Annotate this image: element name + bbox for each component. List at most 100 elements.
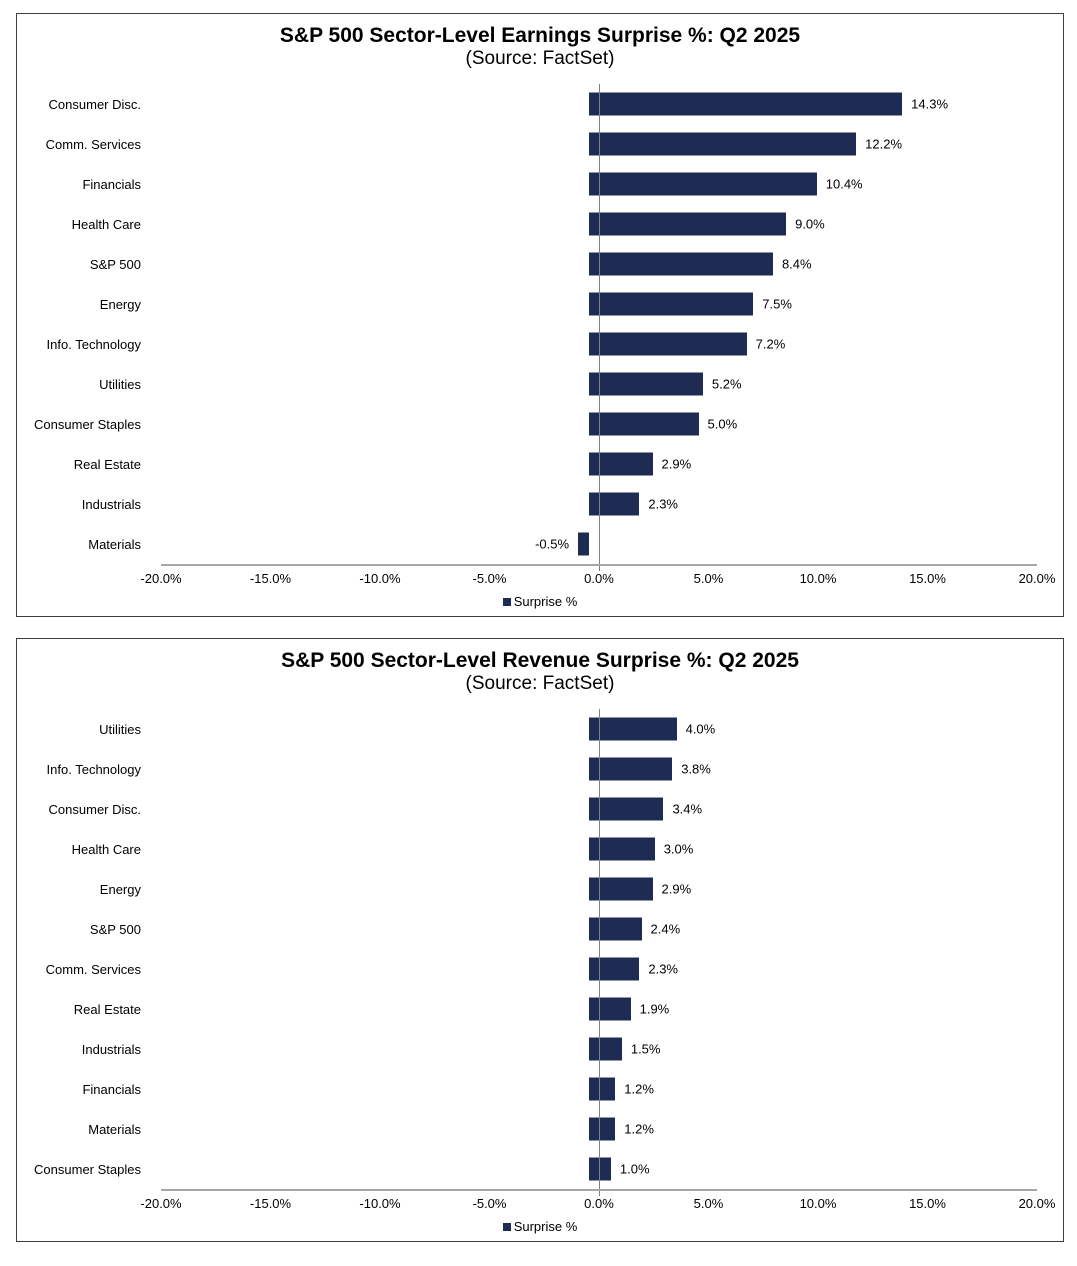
category-label: Energy <box>99 296 141 312</box>
zero-axis-line <box>599 709 600 1189</box>
value-label: 3.4% <box>672 801 703 817</box>
bar <box>589 412 699 436</box>
category-label: Consumer Disc. <box>48 801 141 817</box>
legend-swatch-icon <box>502 597 511 606</box>
bar <box>589 757 673 781</box>
legend-label: Surprise % <box>513 1219 578 1234</box>
x-axis-line <box>161 1189 1037 1196</box>
value-label: 2.9% <box>661 456 692 472</box>
category-label: Materials <box>88 536 141 552</box>
x-axis-tick-label: -10.0% <box>359 571 401 586</box>
bar-track: 1.0% <box>151 1149 1027 1189</box>
x-axis-tick-label: 15.0% <box>909 1196 946 1211</box>
bar <box>589 492 640 516</box>
zero-axis-line <box>599 84 600 564</box>
value-label: 2.3% <box>648 496 678 512</box>
legend: Surprise % <box>17 594 1063 609</box>
category-label: Consumer Disc. <box>48 96 141 112</box>
bar <box>589 252 773 276</box>
bar-row: Energy 2.9% <box>17 869 1063 909</box>
category-label: Health Care <box>71 841 141 857</box>
bar-track: 1.2% <box>151 1069 1027 1109</box>
x-axis-tick-label: -5.0% <box>472 1196 507 1211</box>
x-axis-tick-label: -15.0% <box>249 1196 292 1211</box>
x-axis-tick-label: 20.0% <box>1018 1196 1056 1211</box>
x-axis-tick-label: 0.0% <box>584 1196 614 1211</box>
bar <box>589 332 747 356</box>
bar-track: -0.5% <box>151 524 1027 564</box>
chart-title: S&P 500 Sector-Level Revenue Surprise %:… <box>281 649 799 672</box>
value-label: 5.0% <box>707 416 738 432</box>
category-label: Industrials <box>81 1041 141 1057</box>
bar-row: Industrials 2.3% <box>17 484 1063 524</box>
bar <box>589 717 677 741</box>
bar <box>589 172 817 196</box>
x-axis-tick-label: -5.0% <box>472 571 507 586</box>
bar <box>589 1037 622 1061</box>
value-label: 14.3% <box>911 96 949 112</box>
bar-row: Financials 10.4% <box>17 164 1063 204</box>
bar-row: Materials 1.2% <box>17 1109 1063 1149</box>
bar-track: 1.2% <box>151 1109 1027 1149</box>
chart-subtitle: (Source: FactSet) <box>465 673 615 694</box>
x-axis-tick-label: -20.0% <box>140 1196 182 1211</box>
bar-row: Utilities 4.0% <box>17 709 1063 749</box>
bar-track: 14.3% <box>151 84 1027 124</box>
bar-row: Industrials 1.5% <box>17 1029 1063 1069</box>
bar <box>589 917 642 941</box>
bar-row: Comm. Services 12.2% <box>17 124 1063 164</box>
revenue-surprise-chart-panel: S&P 500 Sector-Level Revenue Surprise %:… <box>16 638 1064 1242</box>
category-label: Info. Technology <box>46 336 141 352</box>
bar-row: Health Care 3.0% <box>17 829 1063 869</box>
zero-tick-mark <box>599 566 600 571</box>
bar-row: Real Estate 2.9% <box>17 444 1063 484</box>
category-label: Info. Technology <box>46 761 141 777</box>
category-label: Real Estate <box>73 1001 141 1017</box>
bar-row: S&P 500 2.4% <box>17 909 1063 949</box>
value-label: -0.5% <box>535 536 570 552</box>
bar-row: Consumer Disc. 14.3% <box>17 84 1063 124</box>
value-label: 1.2% <box>624 1121 654 1137</box>
value-label: 5.2% <box>711 376 742 392</box>
bar-row: Info. Technology 3.8% <box>17 749 1063 789</box>
bar <box>589 797 664 821</box>
bar-track: 5.2% <box>151 364 1027 404</box>
value-label: 2.3% <box>648 961 678 977</box>
bar-track: 7.5% <box>151 284 1027 324</box>
value-label: 2.4% <box>650 921 681 937</box>
value-label: 3.0% <box>663 841 694 857</box>
bar-track: 9.0% <box>151 204 1027 244</box>
x-axis-tick-label: -15.0% <box>249 571 292 586</box>
bar-row: Consumer Disc. 3.4% <box>17 789 1063 829</box>
x-axis-line <box>161 564 1037 571</box>
bar <box>589 837 655 861</box>
value-label: 4.0% <box>685 721 716 737</box>
bar-track: 3.4% <box>151 789 1027 829</box>
category-label: Industrials <box>81 496 141 512</box>
bar-row: Health Care 9.0% <box>17 204 1063 244</box>
x-axis-tick-label: 10.0% <box>799 571 837 586</box>
value-label: 7.5% <box>762 296 792 312</box>
bar-track: 2.4% <box>151 909 1027 949</box>
bar <box>589 957 640 981</box>
category-label: Health Care <box>71 216 141 232</box>
bar-row: Energy 7.5% <box>17 284 1063 324</box>
value-label: 1.2% <box>624 1081 654 1097</box>
x-axis-tick-label: 10.0% <box>799 1196 837 1211</box>
bar-track: 2.9% <box>151 444 1027 484</box>
x-axis-tick-label: 0.0% <box>584 571 614 586</box>
bar-row: Real Estate 1.9% <box>17 989 1063 1029</box>
bar <box>589 372 703 396</box>
earnings-surprise-chart-panel: S&P 500 Sector-Level Earnings Surprise %… <box>16 13 1064 617</box>
value-label: 1.5% <box>630 1041 661 1057</box>
bar <box>578 532 589 556</box>
bar-row: Materials -0.5% <box>17 524 1063 564</box>
bar-row: S&P 500 8.4% <box>17 244 1063 284</box>
bar <box>589 452 653 476</box>
category-label: S&P 500 <box>89 256 141 272</box>
x-axis-tick-label: 5.0% <box>693 571 724 586</box>
bar <box>589 92 903 116</box>
bar-row: Financials 1.2% <box>17 1069 1063 1109</box>
x-axis-tick-label: 20.0% <box>1018 571 1056 586</box>
bar <box>589 132 857 156</box>
